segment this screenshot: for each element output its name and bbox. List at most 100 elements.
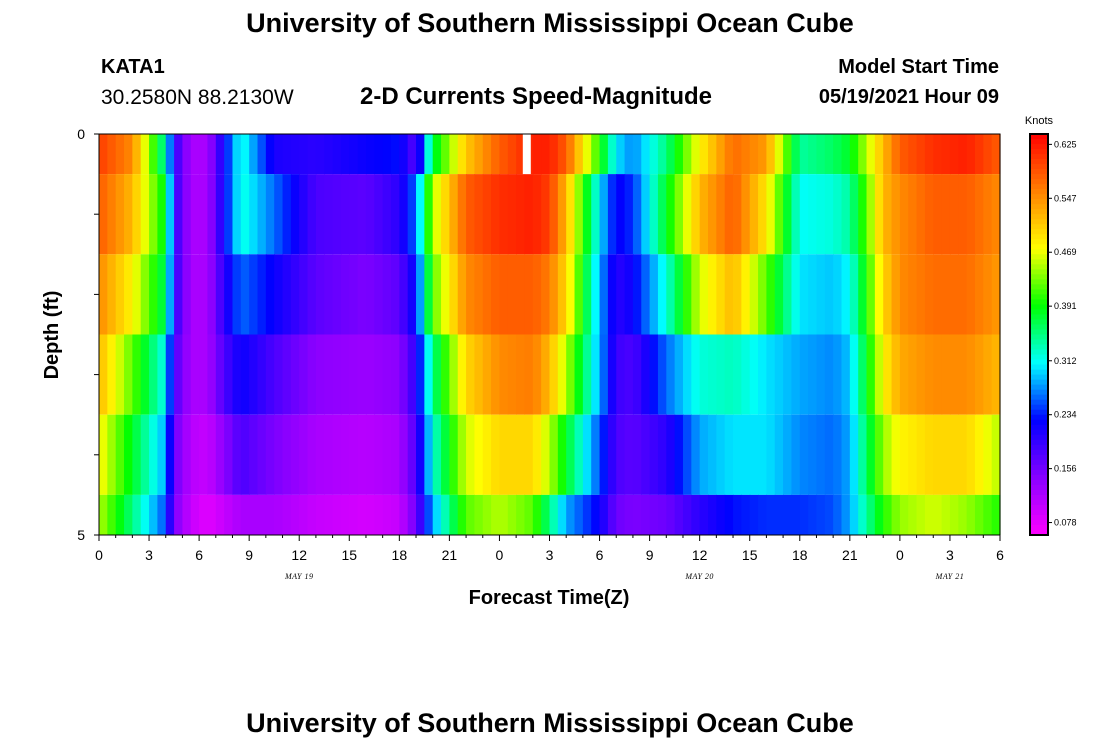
heatmap-cell (766, 254, 776, 335)
heatmap-cell (991, 174, 1001, 255)
heatmap-cell (983, 174, 993, 255)
heatmap-cell (399, 134, 409, 175)
heatmap-cell (724, 334, 734, 415)
heatmap-cell (607, 334, 617, 415)
heatmap-cell (849, 414, 859, 495)
heatmap-cell (974, 334, 984, 415)
heatmap-cell (332, 254, 342, 335)
heatmap-cell (666, 414, 676, 495)
heatmap-cell (466, 174, 476, 255)
heatmap-cell (591, 134, 601, 175)
heatmap-cell (891, 134, 901, 175)
heatmap-cell (783, 174, 793, 255)
heatmap-cell (949, 174, 959, 255)
heatmap-cell (132, 174, 142, 255)
heatmap-cell (424, 334, 434, 415)
heatmap-cell (282, 414, 292, 495)
colorbar-swatch (1030, 464, 1048, 471)
colorbar-swatch (1030, 249, 1048, 255)
heatmap-cell (616, 334, 626, 415)
heatmap-cell (774, 414, 784, 495)
heatmap-cell (149, 334, 158, 415)
page-title: University of Southern Mississippi Ocean… (246, 8, 854, 38)
colorbar-swatch (1030, 239, 1048, 245)
heatmap-cell (482, 134, 492, 175)
heatmap-cell (324, 254, 334, 335)
colorbar-swatch (1030, 334, 1048, 341)
colorbar-swatch (1030, 354, 1048, 361)
colorbar-swatch (1030, 144, 1048, 150)
colorbar-swatch (1030, 399, 1048, 406)
heatmap-cell (774, 254, 784, 335)
heatmap-cell (874, 334, 884, 415)
heatmap-cell (457, 334, 467, 415)
heatmap-cell (991, 254, 1001, 335)
heatmap-cell (457, 414, 467, 495)
colorbar-swatch (1030, 294, 1048, 300)
heatmap-cell (899, 254, 909, 335)
heatmap-cell (240, 494, 250, 535)
heatmap-cell (883, 254, 893, 335)
colorbar-swatch (1030, 194, 1048, 200)
heatmap-cell (791, 254, 801, 335)
heatmap-cell (474, 334, 484, 415)
colorbar-swatch (1030, 169, 1048, 175)
heatmap-cell (632, 494, 642, 535)
heatmap-cell (474, 414, 484, 495)
heatmap-cell (407, 174, 417, 255)
heatmap-cell (641, 414, 651, 495)
heatmap-cell (190, 494, 200, 535)
heatmap-cell (232, 174, 242, 255)
colorbar-swatch (1030, 444, 1048, 451)
heatmap-cell (457, 254, 467, 335)
heatmap-cell (758, 494, 767, 535)
heatmap-cell (399, 254, 409, 335)
heatmap-cell (749, 494, 759, 535)
heatmap-cell (174, 334, 184, 415)
heatmap-cell (716, 134, 726, 175)
heatmap-cell (315, 414, 325, 495)
colorbar-swatch (1030, 394, 1048, 401)
heatmap-cell (557, 134, 567, 175)
heatmap-cell (899, 334, 909, 415)
heatmap-cell (357, 254, 367, 335)
colorbar-tick-label: 0.469 (1054, 247, 1077, 257)
heatmap-cell (958, 334, 968, 415)
colorbar-swatch (1030, 219, 1048, 225)
heatmap-cell (866, 254, 876, 335)
heatmap-cell (708, 334, 717, 415)
heatmap-cell (824, 254, 834, 335)
heatmap-cell (916, 254, 926, 335)
heatmap-cell (582, 414, 592, 495)
colorbar-swatch (1030, 529, 1048, 536)
heatmap-cell (708, 174, 717, 255)
heatmap-cell (599, 174, 609, 255)
heatmap-cell (841, 134, 851, 175)
heatmap-cell (374, 254, 384, 335)
colorbar-swatch (1030, 199, 1048, 205)
heatmap-cell (766, 334, 776, 415)
heatmap-cell (607, 254, 617, 335)
heatmap-cell (340, 414, 350, 495)
heatmap-cell (766, 414, 776, 495)
x-tick-label: 21 (442, 547, 458, 563)
heatmap-cell (249, 414, 259, 495)
heatmap-cell (749, 254, 759, 335)
colorbar-swatch (1030, 364, 1048, 371)
heatmap-cell (207, 134, 217, 175)
heatmap-cell (432, 414, 442, 495)
heatmap-cell (332, 494, 342, 535)
heatmap-cell (582, 334, 592, 415)
heatmap-cell (274, 494, 284, 535)
heatmap-cell (908, 494, 918, 535)
colorbar-swatch (1030, 274, 1048, 280)
heatmap-cell (791, 174, 801, 255)
heatmap-cell (165, 134, 175, 175)
heatmap-cell (916, 174, 926, 255)
heatmap-cell (124, 334, 133, 415)
heatmap-cell (791, 134, 801, 175)
heatmap-cell (624, 494, 634, 535)
heatmap-cell (557, 334, 567, 415)
heatmap-cell (390, 134, 400, 175)
heatmap-cell (174, 134, 184, 175)
